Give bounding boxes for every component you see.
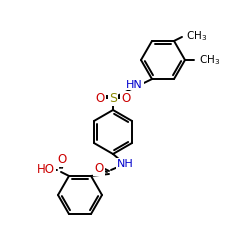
Text: CH$_3$: CH$_3$: [199, 53, 220, 67]
Text: CH$_3$: CH$_3$: [186, 29, 207, 43]
Text: O: O: [58, 154, 66, 166]
Text: HO: HO: [37, 164, 55, 176]
Text: HN: HN: [126, 80, 143, 90]
Text: O: O: [96, 92, 104, 104]
Text: NH: NH: [116, 159, 134, 169]
Text: O: O: [94, 162, 104, 175]
Text: S: S: [109, 92, 117, 104]
Text: O: O: [122, 92, 130, 104]
